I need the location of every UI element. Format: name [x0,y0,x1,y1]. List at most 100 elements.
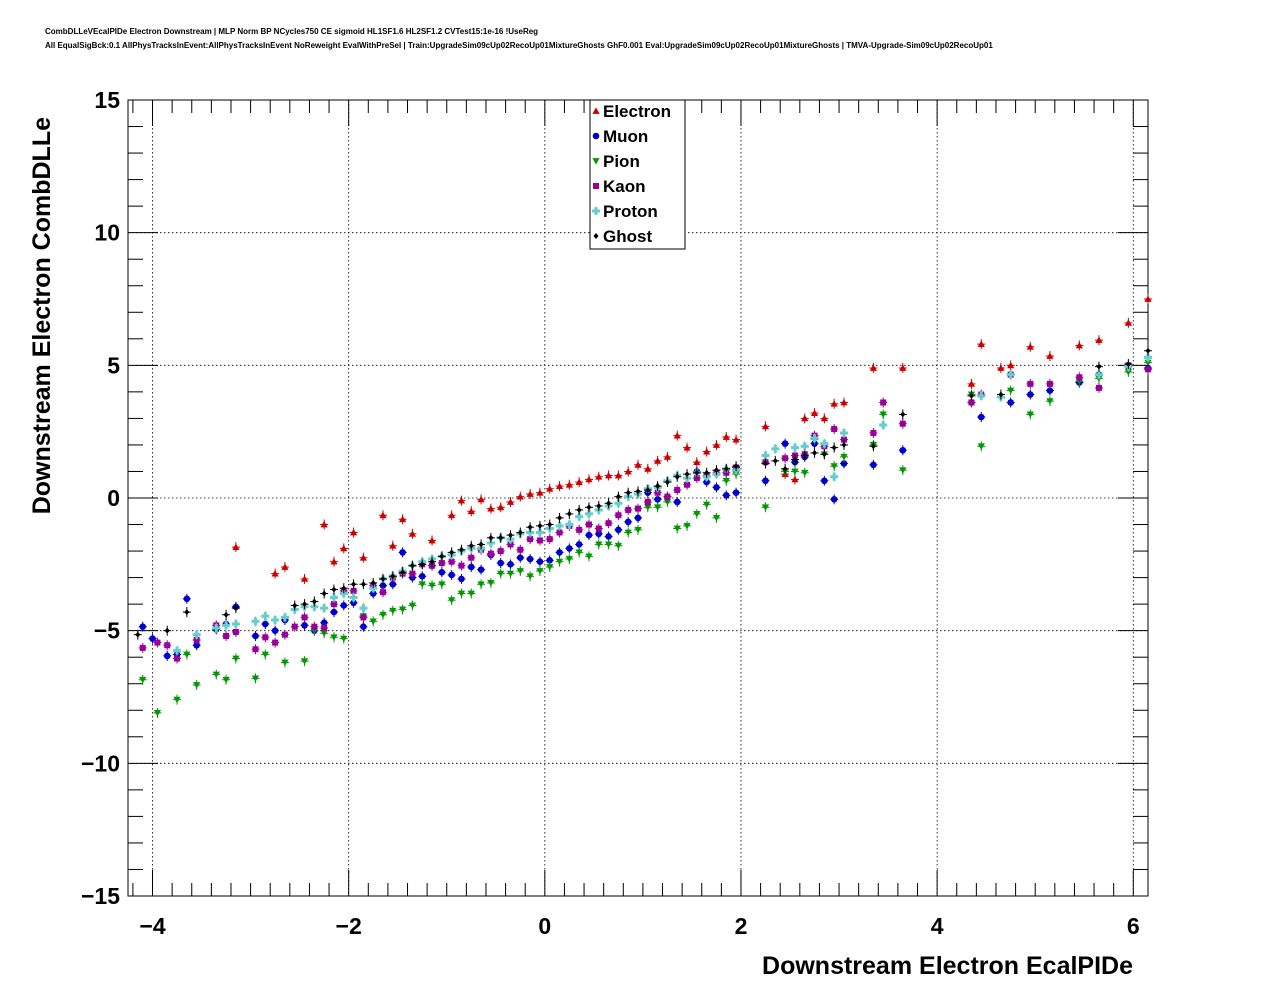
ghost-marker [968,392,974,399]
pion-point [369,616,378,627]
legend-marker-proton [592,207,600,215]
proton-marker [192,630,201,639]
ghost-marker [302,601,308,608]
muon-marker [870,461,877,469]
pion-marker [644,504,652,511]
pion-marker [526,573,534,580]
tick-labels: −4 −2 0 2 4 6 −15 −10 −5 0 5 10 15 [81,87,1140,939]
muon-marker [301,622,308,629]
muon-marker [340,602,348,609]
kaon-point [153,637,162,648]
electron-point [673,430,682,441]
electron-marker [555,482,564,489]
electron-marker [477,495,485,503]
ghost-marker [566,510,572,517]
proton-marker [320,604,329,613]
pion-marker [281,659,289,667]
pion-point [447,595,456,606]
electron-marker [428,536,436,544]
kaon-marker [968,399,975,406]
electron-marker [271,570,279,577]
kaon-point [496,546,505,557]
ghost-point [790,454,799,465]
pion-point [506,568,515,579]
ghost-point [516,527,525,538]
electron-point [692,457,701,468]
electron-marker [977,340,985,347]
electron-point [575,477,584,488]
pion-point [565,554,574,565]
pion-marker [418,581,426,588]
electron-point [967,378,976,389]
ghost-point [624,487,633,498]
y-axis-title: Downstream Electron CombDLLe [28,117,56,514]
proton-marker [369,584,378,593]
muon-point [467,561,476,572]
electron-point [486,503,495,514]
pion-marker [879,411,887,419]
data-points [133,294,1152,718]
ghost-point [634,486,642,497]
ghost-marker [733,463,739,470]
ghost-marker [351,581,357,588]
kaon-point [280,629,289,640]
kaon-point [1026,378,1035,389]
pion-marker [193,682,201,689]
ghost-marker [468,542,474,549]
proton-marker [977,391,986,400]
pion-point [138,674,147,685]
ghost-marker [625,489,631,496]
muon-point [138,621,147,632]
proton-point [800,441,809,452]
ghost-marker [1145,347,1151,354]
ghost-point [898,409,907,420]
pion-marker [654,504,662,511]
pion-marker [604,541,613,549]
electron-marker [497,503,505,511]
muon-point [163,650,172,661]
electron-point [830,398,839,409]
kaon-point [673,485,682,496]
y-tick-label: 5 [107,352,120,378]
muon-marker [585,531,593,539]
kaon-marker [272,639,279,646]
ghost-point [329,584,338,595]
electron-marker [1095,336,1103,344]
muon-marker [615,526,622,534]
pion-marker [614,542,622,550]
pion-marker [212,671,220,679]
ghost-point [967,390,976,401]
ghost-point [477,539,486,550]
electron-marker [1075,341,1083,349]
electron-marker [546,485,554,492]
kaon-marker [1076,374,1083,381]
kaon-marker [899,420,906,427]
pion-point [624,527,633,538]
proton-marker [565,520,574,529]
electron-marker [232,543,240,550]
pion-marker [575,549,583,556]
proton-marker [810,434,819,443]
pion-marker [516,568,524,575]
proton-marker [526,528,535,537]
kaon-point [457,560,466,571]
pion-point [683,520,692,531]
muon-marker [467,563,475,571]
kaon-point [486,548,495,559]
pion-point [388,605,397,616]
ghost-point [457,544,466,555]
pion-marker [722,477,730,485]
ghost-marker [763,460,768,467]
x-tick-label: −4 [139,913,165,939]
pion-marker [428,582,436,590]
legend-label-muon: Muon [603,127,648,146]
ghost-point [869,441,878,452]
electron-point [280,561,289,572]
ghost-marker [664,479,670,486]
electron-point [496,502,505,513]
pion-marker [467,590,475,598]
ghost-point [683,469,692,480]
proton-marker [310,602,319,611]
kaon-marker [1046,380,1053,387]
kaon-marker [360,614,367,621]
